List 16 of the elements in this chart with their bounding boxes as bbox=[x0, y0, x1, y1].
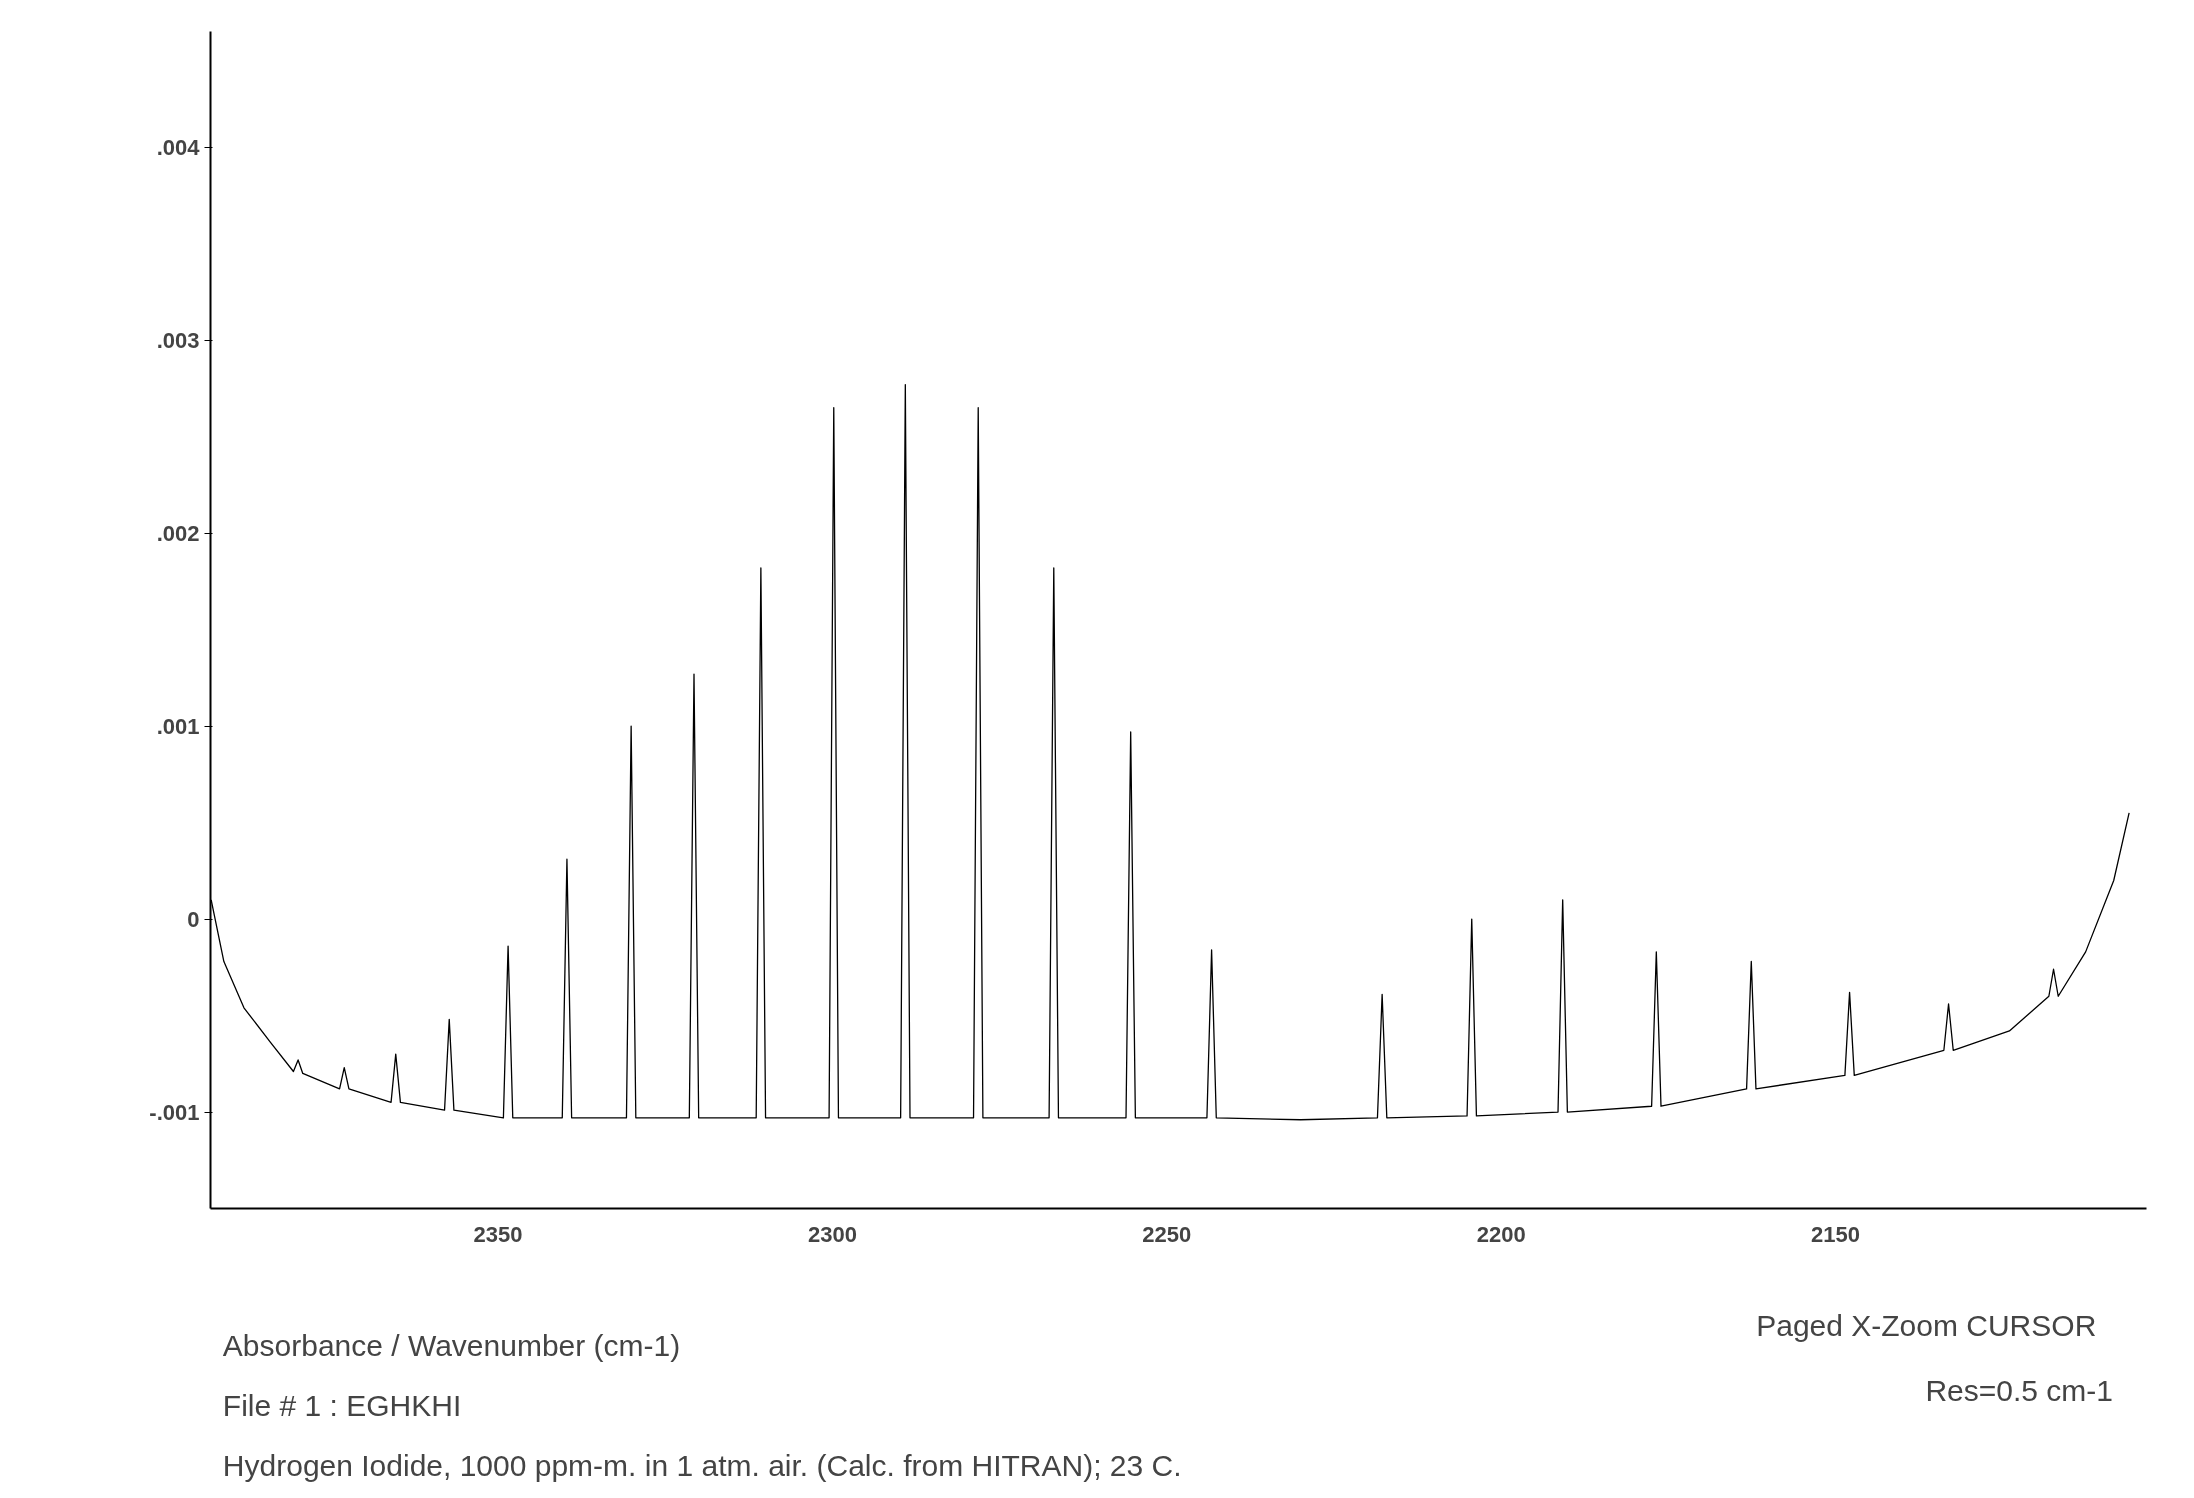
y-tick-label: .001 bbox=[156, 713, 200, 739]
x-tick-label: 2350 bbox=[473, 1221, 523, 1247]
y-tick-label: .004 bbox=[156, 134, 201, 160]
x-tick-label: 2250 bbox=[1142, 1221, 1192, 1247]
x-tick-label: 2150 bbox=[1811, 1221, 1861, 1247]
text: Absorbance / Wavenumber (cm-1) bbox=[222, 1329, 681, 1362]
text: Hydrogen Iodide, 1000 ppm-m. in 1 atm. air. (Calc. from HITRAN); 23 C. bbox=[222, 1449, 1182, 1482]
text: Res=0.5 cm-1 bbox=[1925, 1374, 2113, 1407]
x-tick-label: 2200 bbox=[1476, 1221, 1526, 1247]
y-tick-label: .002 bbox=[156, 520, 200, 546]
y-tick-label: .003 bbox=[156, 327, 200, 353]
y-tick-label: -.001 bbox=[149, 1099, 200, 1125]
text: Paged X-Zoom CURSOR bbox=[1756, 1309, 2097, 1342]
y-tick-label: 0 bbox=[187, 906, 200, 932]
text: File # 1 : EGHKHI bbox=[222, 1389, 462, 1422]
x-tick-label: 2300 bbox=[807, 1221, 857, 1247]
